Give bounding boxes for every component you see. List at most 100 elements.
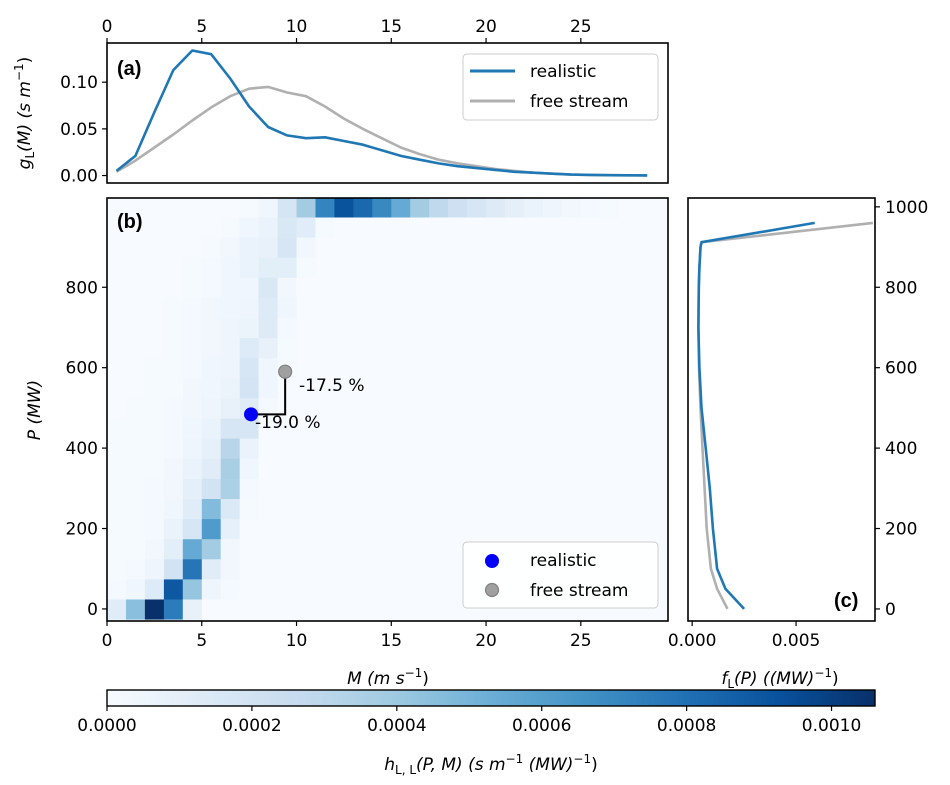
heatmap-cell xyxy=(580,257,601,278)
heatmap-cell xyxy=(429,538,449,560)
heatmap-cell xyxy=(126,417,146,439)
heatmap-cell xyxy=(467,397,487,419)
heatmap-cell xyxy=(524,438,544,459)
heatmap-cell xyxy=(561,257,582,278)
heatmap-cell xyxy=(220,297,241,318)
heatmap-cell xyxy=(410,438,430,459)
heatmap-cell xyxy=(126,598,146,620)
heatmap-cell xyxy=(353,237,373,258)
heatmap-cell xyxy=(201,277,222,298)
heatmap-cell xyxy=(107,478,127,499)
heatmap-cell xyxy=(296,317,317,339)
heatmap-cell xyxy=(410,237,430,258)
heatmap-cell xyxy=(561,198,582,218)
heatmap-cell xyxy=(296,257,317,278)
heatmap-cell xyxy=(542,257,563,278)
heatmap-cell xyxy=(542,397,563,419)
heatmap-cell xyxy=(296,377,317,399)
heatmap-cell xyxy=(372,216,392,238)
heatmap-cell xyxy=(296,498,317,520)
heatmap-cell xyxy=(258,337,279,359)
heatmap-cell xyxy=(258,257,279,278)
heatmap-cell xyxy=(618,237,639,258)
heatmap-cell xyxy=(144,438,165,459)
heatmap-cell xyxy=(505,397,525,419)
heatmap-cell xyxy=(505,317,525,339)
heatmap-cell xyxy=(239,337,260,359)
heatmap-cell xyxy=(391,538,411,560)
heatmap-cell xyxy=(220,317,241,339)
heatmap-cell xyxy=(201,397,222,419)
heatmap-cell xyxy=(126,237,146,258)
heatmap-cell xyxy=(334,397,354,419)
heatmap-cell xyxy=(372,198,392,218)
heatmap-cell xyxy=(126,337,146,359)
heatmap-cell xyxy=(126,277,146,298)
heatmap-cell xyxy=(182,578,203,600)
heatmap-cell xyxy=(353,216,373,238)
heatmap-cell xyxy=(258,558,279,580)
heatmap-cell xyxy=(315,458,336,479)
heatmap-cell xyxy=(561,357,582,379)
heatmap-cell xyxy=(505,216,525,238)
heatmap-cell xyxy=(599,458,620,479)
heatmap-cell xyxy=(448,518,468,540)
heatmap-cell xyxy=(163,558,184,580)
heatmap-cell xyxy=(542,518,563,540)
heatmap-cell xyxy=(429,277,449,298)
heatmap-cell xyxy=(637,397,658,419)
marker-realistic xyxy=(244,407,259,422)
heatmap-cell xyxy=(258,598,279,620)
heatmap-cell xyxy=(580,518,601,540)
heatmap-cell xyxy=(524,257,544,278)
heatmap-cell xyxy=(353,357,373,379)
heatmap-cell xyxy=(599,198,620,218)
heatmap-cell xyxy=(277,198,298,218)
heatmap-cell xyxy=(599,357,620,379)
heatmap-cell xyxy=(561,458,582,479)
heatmap-cell xyxy=(277,478,298,499)
heatmap-cell xyxy=(372,598,392,620)
heatmap-cell xyxy=(239,198,260,218)
shift-connector xyxy=(251,371,287,416)
heatmap-cell xyxy=(580,277,601,298)
heatmap-cell xyxy=(296,357,317,379)
heatmap-cell xyxy=(391,337,411,359)
heatmap-cell xyxy=(107,297,127,318)
heatmap-cell xyxy=(467,198,487,218)
heatmap-cell xyxy=(599,317,620,339)
heatmap-cell xyxy=(410,578,430,600)
heatmap-cell xyxy=(429,518,449,540)
heatmap-cell xyxy=(448,478,468,499)
heatmap-cell xyxy=(277,417,298,439)
heatmap-cell xyxy=(580,478,601,499)
heatmap-cell xyxy=(429,357,449,379)
y-tick-label: 0.10 xyxy=(60,73,98,93)
heatmap-cell xyxy=(448,438,468,459)
heatmap-cell xyxy=(561,337,582,359)
heatmap-cell xyxy=(637,337,658,359)
heatmap-cell xyxy=(144,237,165,258)
heatmap-cell xyxy=(239,417,260,439)
heatmap-cell xyxy=(107,317,127,339)
heatmap-cell xyxy=(107,377,127,399)
heatmap-cell xyxy=(391,598,411,620)
heatmap-cell xyxy=(410,458,430,479)
heatmap-cell xyxy=(163,317,184,339)
heatmap-cell xyxy=(296,598,317,620)
heatmap-cell xyxy=(467,237,487,258)
heatmap-cell xyxy=(561,438,582,459)
heatmap-cell xyxy=(334,498,354,520)
heatmap-cell xyxy=(353,558,373,580)
heatmap-cell xyxy=(467,498,487,520)
heatmap-cell xyxy=(486,498,506,520)
y-tick-label: 400 xyxy=(885,439,917,459)
colorbar-tick-label: 0.0002 xyxy=(222,716,281,736)
heatmap-cell xyxy=(561,377,582,399)
heatmap-cell xyxy=(126,578,146,600)
heatmap-cell xyxy=(182,438,203,459)
heatmap-cell xyxy=(542,458,563,479)
annotation-realistic-change: -19.0 % xyxy=(255,413,321,433)
heatmap-cell xyxy=(296,458,317,479)
heatmap-cell xyxy=(372,297,392,318)
